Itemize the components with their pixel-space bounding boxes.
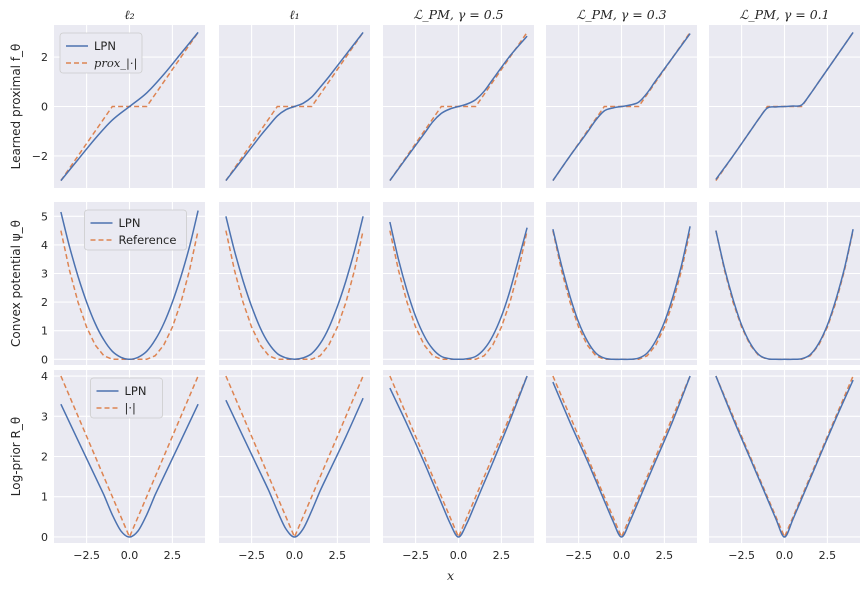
series-lpn-line [552, 226, 691, 361]
panel-r2-c3 [383, 202, 534, 365]
x-tick-label: 2.5 [164, 549, 182, 562]
y-tick-label: 2 [41, 51, 48, 64]
series-lpn-line [552, 33, 691, 182]
series-reference-line [715, 375, 854, 539]
x-tick-label: −2.5 [73, 549, 100, 562]
y-tick-label: 5 [41, 210, 48, 223]
panel-r1-c5 [709, 25, 860, 188]
x-tick-label: 2.5 [656, 549, 674, 562]
x-tick-label: 0.0 [450, 549, 468, 562]
series-lpn-line [389, 35, 528, 182]
y-tick-label: 4 [41, 370, 48, 383]
legend-frame [59, 32, 143, 74]
row-label-2: Convex potential ψ_θ [9, 220, 23, 347]
y-tick-label: 0 [41, 101, 48, 114]
legend: LPN prox_|·| [59, 32, 143, 74]
x-tick-label: −2.5 [728, 549, 755, 562]
panel-r1-c3 [383, 25, 534, 188]
y-tick-label: 2 [41, 296, 48, 309]
series-lpn-line [60, 403, 199, 538]
gridlines [709, 370, 860, 543]
panel-r1-c2 [219, 25, 370, 188]
x-tick-label: 0.0 [121, 549, 139, 562]
series-lpn-line [715, 375, 854, 538]
series-lpn-line [225, 31, 364, 182]
series-reference-line [389, 375, 528, 539]
series-reference-line [389, 230, 528, 361]
legend-label: prox_|·| [94, 56, 137, 71]
panel-r3-c5: −2.5 0.0 2.5 [709, 370, 860, 562]
legend-label: LPN [94, 39, 116, 53]
panel-r2-c2 [219, 202, 370, 365]
x-tick-label: −2.5 [402, 549, 429, 562]
series-reference-line [60, 230, 199, 361]
column-title-2: ℓ₁ [289, 7, 299, 22]
column-title-1: ℓ₂ [124, 7, 134, 22]
series-reference-line [552, 230, 691, 361]
series-lpn-line [389, 375, 528, 538]
panel-r2-c5 [709, 202, 860, 365]
y-tick-label: 2 [41, 451, 48, 464]
series-lpn-line [225, 216, 364, 361]
legend-label: Reference [119, 233, 177, 247]
series-lpn-line [60, 31, 199, 182]
panel-r2-c1: 0 1 2 3 4 5 LPN Reference [41, 202, 205, 366]
y-tick-label: −2 [32, 150, 48, 163]
panel-r3-c2: −2.5 0.0 2.5 [219, 370, 370, 562]
y-tick-label: 0 [41, 353, 48, 366]
legend: LPN Reference [84, 209, 187, 251]
x-tick-label: −2.5 [238, 549, 265, 562]
series-lpn-line [715, 31, 854, 180]
y-tick-label: 3 [41, 410, 48, 423]
legend-label: |·| [125, 401, 136, 415]
x-tick-label: 0.0 [776, 549, 794, 562]
series-lpn-line [715, 229, 854, 361]
panel-r1-c4 [546, 25, 697, 188]
x-axis-label: x [447, 568, 454, 583]
series-reference-line [60, 375, 199, 539]
panel-r2-c4 [546, 202, 697, 365]
y-tick-label: 1 [41, 491, 48, 504]
x-tick-label: 0.0 [286, 549, 304, 562]
legend-label: LPN [125, 384, 147, 398]
column-title-4: ℒ_PM, γ = 0.3 [576, 7, 666, 22]
series-lpn-line [225, 397, 364, 538]
x-tick-label: 0.0 [613, 549, 631, 562]
column-title-3: ℒ_PM, γ = 0.5 [413, 7, 503, 22]
series-reference-line [552, 375, 691, 539]
panel-r3-c3: −2.5 0.0 2.5 [383, 370, 534, 562]
series-lpn-line [389, 221, 528, 361]
x-tick-label: −2.5 [565, 549, 592, 562]
series-lpn-line [552, 375, 691, 538]
y-tick-label: 3 [41, 267, 48, 280]
row-label-3: Log-prior R_θ [9, 417, 23, 496]
x-tick-label: 2.5 [493, 549, 511, 562]
gridlines [546, 370, 697, 543]
panel-grid: −2 0 2 LPN prox_|·| 0 1 2 3 4 5 LPN Reference 0 1 2 3 4 −2… [32, 25, 860, 562]
gridlines [383, 202, 534, 365]
series-lpn-line [60, 210, 199, 361]
panel-r3-c1: 0 1 2 3 4 −2.5 0.0 2.5 LPN |·| [41, 370, 205, 562]
series-reference-line [225, 375, 364, 539]
gridlines [219, 370, 370, 543]
y-tick-label: 1 [41, 325, 48, 338]
legend: LPN |·| [90, 377, 163, 419]
row-labels: Learned proximal f_θ Convex potential ψ_θ… [9, 44, 23, 497]
legend-label: LPN [119, 216, 141, 230]
y-tick-label: 4 [41, 239, 48, 252]
y-tick-label: 0 [41, 531, 48, 544]
panel-r1-c1: −2 0 2 LPN prox_|·| [32, 25, 205, 188]
column-titles: ℓ₂ ℓ₁ ℒ_PM, γ = 0.5 ℒ_PM, γ = 0.3 ℒ_PM, γ = … [124, 7, 829, 22]
x-tick-label: 2.5 [329, 549, 347, 562]
column-title-5: ℒ_PM, γ = 0.1 [739, 7, 829, 22]
x-tick-label: 2.5 [819, 549, 837, 562]
row-label-1: Learned proximal f_θ [9, 44, 23, 170]
panel-r3-c4: −2.5 0.0 2.5 [546, 370, 697, 562]
series-reference-line [225, 230, 364, 361]
